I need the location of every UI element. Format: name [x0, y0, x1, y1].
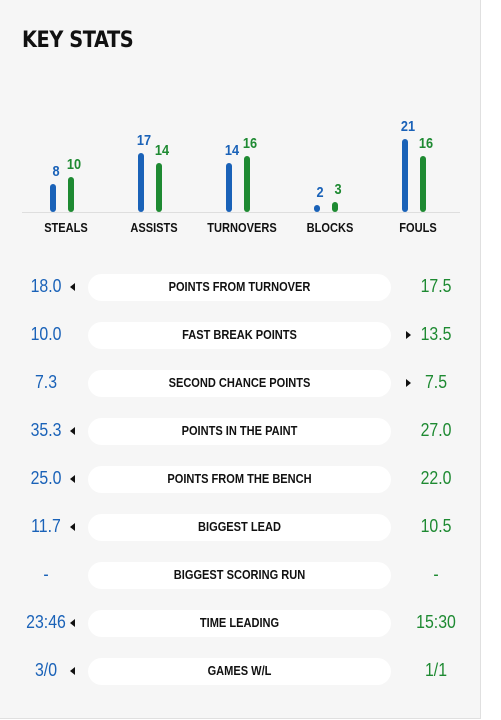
home-bar — [138, 152, 144, 212]
key-stats-card: KEY STATS 8 10 STEALS 17 14 ASSISTS 14 16 TURNOV… — [0, 0, 481, 719]
section-title: KEY STATS — [22, 28, 134, 53]
away-stat-value: 13.5 — [420, 324, 452, 344]
stat-label: GAMES W/L — [207, 663, 272, 678]
stat-label-pill — [88, 610, 391, 637]
home-stat-value: 7.3 — [34, 372, 58, 392]
arrow-left-icon — [70, 667, 75, 675]
stat-label-pill — [88, 322, 391, 349]
home-stat-value: 23:46 — [26, 612, 66, 632]
away-stat-value: 17.5 — [420, 276, 452, 296]
stat-label: POINTS FROM TURNOVER — [168, 279, 311, 294]
stat-label: TIME LEADING — [199, 615, 280, 630]
stat-row: 3/0 GAMES W/L 1/1 — [0, 648, 480, 696]
away-value-label: 10 — [66, 156, 82, 173]
key-stats-bar-chart: 8 10 STEALS 17 14 ASSISTS 14 16 TURNOVERS 2 3 BLOCK… — [22, 100, 460, 240]
stat-label-pill — [88, 514, 391, 541]
category-label: ASSISTS — [130, 220, 178, 235]
home-bar — [402, 138, 408, 212]
category-label: FOULS — [399, 220, 437, 235]
arrow-left-icon — [70, 475, 75, 483]
chart-group-assists: 17 14 ASSISTS — [110, 100, 198, 240]
stat-label: POINTS FROM THE BENCH — [167, 471, 312, 486]
chart-group-steals: 8 10 STEALS — [22, 100, 110, 240]
home-stat-value: 10.0 — [30, 324, 62, 344]
away-stat-value: 22.0 — [420, 468, 452, 488]
stat-label: FAST BREAK POINTS — [182, 327, 297, 342]
away-bar — [244, 156, 250, 212]
arrow-left-icon — [70, 523, 75, 531]
home-stat-value: 3/0 — [34, 660, 58, 680]
category-label: STEALS — [44, 220, 88, 235]
stat-row: 35.3 POINTS IN THE PAINT 27.0 — [0, 408, 480, 456]
home-value-label: 17 — [136, 131, 152, 149]
stat-row: 25.0 POINTS FROM THE BENCH 22.0 — [0, 456, 480, 504]
home-stat-value: 11.7 — [31, 516, 61, 536]
stat-row: 23:46 TIME LEADING 15:30 — [0, 600, 480, 648]
home-bar — [50, 184, 56, 212]
home-stat-value: 18.0 — [30, 276, 62, 296]
stat-row: - BIGGEST SCORING RUN - — [0, 552, 480, 600]
away-value-label: 3 — [334, 180, 342, 198]
home-stat-value: - — [43, 564, 49, 584]
home-value-label: 2 — [316, 184, 324, 201]
chart-baseline — [22, 212, 460, 213]
arrow-left-icon — [70, 427, 75, 435]
arrow-left-icon — [70, 619, 75, 627]
home-stat-value: 35.3 — [30, 420, 62, 440]
home-value-label: 8 — [52, 163, 60, 180]
away-bar — [68, 177, 74, 212]
arrow-right-icon — [406, 331, 411, 339]
away-value-label: 16 — [242, 135, 258, 152]
away-bar — [156, 163, 162, 212]
stat-label: SECOND CHANCE POINTS — [168, 375, 311, 390]
stat-label-pill — [88, 658, 391, 685]
stat-row: 18.0 POINTS FROM TURNOVER 17.5 — [0, 264, 480, 312]
stat-label-pill — [88, 370, 391, 397]
arrow-right-icon — [406, 379, 411, 387]
home-value-label: 21 — [400, 117, 416, 135]
away-stat-value: 15:30 — [416, 612, 456, 632]
home-bar — [314, 205, 320, 212]
away-bar — [332, 201, 338, 212]
stat-label: POINTS IN THE PAINT — [181, 423, 298, 438]
chart-group-turnovers: 14 16 TURNOVERS — [198, 100, 286, 240]
chart-group-fouls: 21 16 FOULS — [374, 100, 462, 240]
away-stat-value: 7.5 — [424, 372, 448, 392]
away-stat-value: 27.0 — [420, 420, 452, 440]
stat-label: BIGGEST SCORING RUN — [173, 567, 306, 582]
stat-row: 10.0 FAST BREAK POINTS 13.5 — [0, 312, 480, 360]
away-bar — [420, 156, 426, 212]
arrow-left-icon — [70, 283, 75, 291]
away-value-label: 14 — [154, 142, 170, 159]
home-bar — [226, 163, 232, 212]
stat-label-pill — [88, 274, 391, 301]
away-stat-value: 10.5 — [420, 516, 452, 536]
home-stat-value: 25.0 — [30, 468, 62, 488]
chart-group-blocks: 2 3 BLOCKS — [286, 100, 374, 240]
away-stat-value: - — [433, 564, 439, 584]
away-stat-value: 1/1 — [424, 660, 448, 680]
stat-label-pill — [88, 562, 391, 589]
category-label: BLOCKS — [306, 220, 354, 235]
stat-label: BIGGEST LEAD — [198, 519, 281, 534]
category-label: TURNOVERS — [207, 220, 277, 235]
stat-row: 7.3 SECOND CHANCE POINTS 7.5 — [0, 360, 480, 408]
stat-row: 11.7 BIGGEST LEAD 10.5 — [0, 504, 480, 552]
stat-label-pill — [88, 466, 391, 493]
stat-label-pill — [88, 418, 391, 445]
away-value-label: 16 — [418, 135, 434, 152]
home-value-label: 14 — [224, 142, 240, 159]
